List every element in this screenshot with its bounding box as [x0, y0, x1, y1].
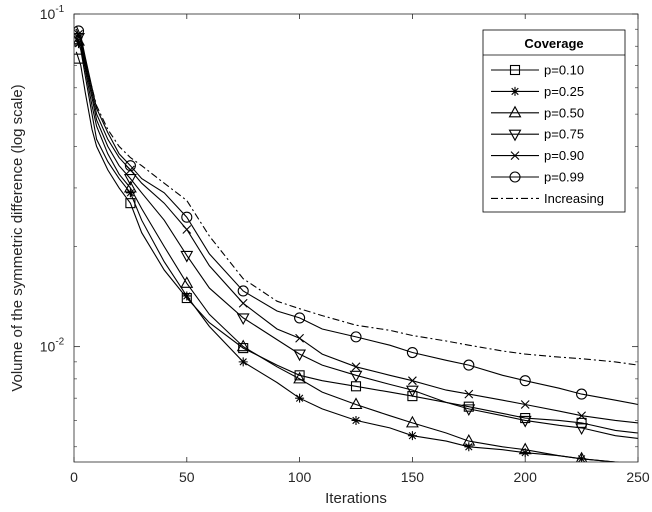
data-point-5-8 — [519, 375, 531, 387]
legend: Coverage p=0.10 p=0.25 p=0.50 p=0.75 p=0.90 p=… — [482, 29, 626, 213]
data-point-4-8 — [520, 400, 530, 409]
data-point-1-2 — [182, 291, 192, 301]
data-point-4-9 — [577, 411, 586, 421]
data-point-4-5 — [351, 362, 361, 372]
data-point-5-3 — [237, 285, 249, 297]
legend-label: Increasing — [544, 191, 604, 206]
y-axis-title: Volume of the symmetric difference (log … — [9, 84, 26, 391]
series-line-5 — [75, 25, 638, 406]
series-line-4 — [75, 28, 638, 424]
legend-label: p=0.75 — [544, 127, 584, 142]
data-point-4-4 — [295, 333, 304, 343]
axes: 0 50 100 150 200 250 10-1 10-2 — [40, 4, 650, 485]
legend-title: Coverage — [524, 36, 583, 51]
x-tick-label: 50 — [179, 469, 195, 485]
data-point-2-2 — [180, 276, 194, 288]
series-line-6 — [75, 32, 638, 366]
data-point-2-9 — [575, 451, 588, 462]
legend-item-4: p=0.90 — [491, 148, 584, 163]
data-point-0-4 — [294, 370, 305, 381]
data-point-2-8 — [518, 442, 532, 455]
data-point-1-5 — [351, 415, 361, 425]
x-tick-label: 200 — [514, 469, 538, 485]
legend-marker — [509, 171, 521, 183]
legend-label: p=0.50 — [544, 105, 584, 120]
series-line-0 — [75, 51, 638, 434]
legend-marker — [508, 129, 522, 142]
legend-label: p=0.99 — [544, 170, 584, 185]
data-point-2-3 — [236, 339, 250, 352]
data-point-5-7 — [463, 359, 475, 371]
series-lines — [74, 25, 638, 462]
data-point-5-2 — [181, 211, 193, 223]
legend-label: p=0.25 — [544, 84, 584, 99]
x-tick-label: 0 — [70, 469, 78, 485]
data-point-1-6 — [407, 431, 417, 441]
legend-item-6: Increasing — [491, 191, 604, 206]
legend-marker — [508, 105, 522, 118]
data-point-2-4 — [293, 371, 307, 384]
data-point-3-7 — [462, 404, 476, 417]
legend-item-1: p=0.25 — [491, 84, 584, 99]
data-point-1-8 — [520, 448, 530, 458]
legend-item-0: p=0.10 — [491, 63, 584, 78]
data-point-4-6 — [408, 376, 417, 386]
data-point-5-5 — [350, 331, 362, 343]
data-point-2-6 — [405, 415, 419, 428]
x-axis-title: Iterations — [325, 490, 387, 507]
data-point-0-6 — [407, 391, 418, 402]
data-point-2-5 — [349, 397, 363, 410]
data-point-4-1 — [126, 165, 135, 175]
legend-item-2: p=0.50 — [491, 105, 584, 120]
series-6 — [75, 32, 638, 366]
data-point-3-2 — [180, 250, 194, 263]
data-point-5-4 — [294, 312, 306, 324]
x-tick-label: 250 — [626, 469, 650, 485]
data-point-3-3 — [236, 313, 250, 326]
series-line-3 — [75, 32, 638, 439]
data-point-3-8 — [518, 415, 532, 428]
axes-box — [73, 13, 639, 463]
x-tick-label: 150 — [401, 469, 425, 485]
data-point-3-9 — [575, 423, 589, 435]
legend-label: p=0.10 — [544, 63, 584, 78]
series-3 — [74, 32, 638, 439]
legend-item-5: p=0.99 — [491, 170, 584, 185]
series-line-2 — [75, 35, 620, 462]
legend-label: p=0.90 — [544, 148, 584, 163]
data-point-4-3 — [238, 298, 248, 308]
data-point-3-1 — [123, 174, 137, 186]
legend-marker — [510, 86, 520, 96]
data-point-5-1 — [124, 160, 136, 172]
data-point-1-1 — [125, 188, 135, 198]
data-point-5-6 — [406, 346, 418, 359]
legend-box — [482, 29, 626, 213]
data-point-3-5 — [349, 370, 363, 383]
x-tick-label: 100 — [288, 469, 312, 485]
legend-marker — [510, 151, 520, 160]
series-4 — [74, 28, 638, 424]
data-point-4-2 — [182, 225, 192, 234]
data-point-2-1 — [123, 180, 137, 193]
series-5 — [74, 25, 638, 406]
data-point-4-7 — [464, 389, 474, 399]
data-point-3-6 — [405, 385, 419, 398]
legend-marker — [509, 64, 521, 76]
series-line-1 — [75, 37, 620, 462]
data-point-2-7 — [462, 433, 476, 446]
data-point-5-9 — [576, 388, 588, 400]
data-point-1-3 — [238, 357, 248, 367]
data-point-1-7 — [464, 442, 474, 452]
legend-item-3: p=0.75 — [491, 127, 584, 142]
y-tick-label: 10-2 — [40, 337, 65, 355]
y-tick-label: 10-1 — [40, 4, 65, 22]
data-point-1-4 — [295, 393, 305, 403]
data-point-3-4 — [293, 349, 307, 362]
